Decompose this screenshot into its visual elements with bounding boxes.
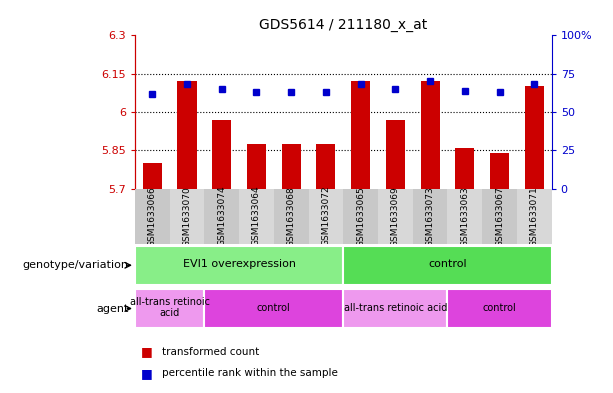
Text: GSM1633067: GSM1633067: [495, 186, 504, 246]
Bar: [170, 189, 204, 244]
Bar: [343, 246, 552, 285]
Bar: [135, 189, 170, 244]
Bar: [204, 289, 343, 328]
Text: genotype/variation: genotype/variation: [23, 260, 129, 270]
Bar: [212, 119, 231, 189]
Bar: [421, 81, 440, 189]
Bar: [281, 144, 301, 189]
Bar: [343, 289, 447, 328]
Text: percentile rank within the sample: percentile rank within the sample: [162, 368, 338, 378]
Bar: [482, 189, 517, 244]
Text: all-trans retinoic acid: all-trans retinoic acid: [344, 303, 447, 313]
Bar: [447, 189, 482, 244]
Bar: [135, 246, 343, 285]
Bar: [447, 289, 552, 328]
Bar: [177, 81, 197, 189]
Text: GSM1633065: GSM1633065: [356, 186, 365, 246]
Bar: [135, 289, 204, 328]
Bar: [239, 189, 274, 244]
Bar: [316, 144, 335, 189]
Text: ■: ■: [141, 367, 153, 380]
Text: agent: agent: [96, 303, 129, 314]
Bar: [343, 189, 378, 244]
Text: control: control: [257, 303, 291, 313]
Bar: [490, 153, 509, 189]
Bar: [378, 189, 413, 244]
Text: GSM1633074: GSM1633074: [217, 186, 226, 246]
Text: transformed count: transformed count: [162, 347, 260, 357]
Text: EVI1 overexpression: EVI1 overexpression: [183, 259, 295, 270]
Text: ■: ■: [141, 345, 153, 358]
Bar: [386, 119, 405, 189]
Text: GSM1633068: GSM1633068: [287, 186, 295, 246]
Bar: [308, 189, 343, 244]
Bar: [517, 189, 552, 244]
Bar: [204, 189, 239, 244]
Text: GSM1633064: GSM1633064: [252, 186, 261, 246]
Text: GSM1633063: GSM1633063: [460, 186, 470, 246]
Text: GSM1633070: GSM1633070: [183, 186, 191, 246]
Bar: [413, 189, 447, 244]
Text: GSM1633066: GSM1633066: [148, 186, 157, 246]
Bar: [247, 144, 266, 189]
Text: GSM1633069: GSM1633069: [391, 186, 400, 246]
Text: GSM1633071: GSM1633071: [530, 186, 539, 246]
Text: all-trans retinoic
acid: all-trans retinoic acid: [129, 297, 210, 318]
Bar: [351, 81, 370, 189]
Text: control: control: [428, 259, 467, 270]
Bar: [274, 189, 308, 244]
Bar: [525, 86, 544, 189]
Bar: [455, 148, 474, 189]
Text: GSM1633072: GSM1633072: [321, 186, 330, 246]
Text: control: control: [482, 303, 517, 313]
Title: GDS5614 / 211180_x_at: GDS5614 / 211180_x_at: [259, 18, 427, 31]
Bar: [143, 163, 162, 189]
Text: GSM1633073: GSM1633073: [425, 186, 435, 246]
